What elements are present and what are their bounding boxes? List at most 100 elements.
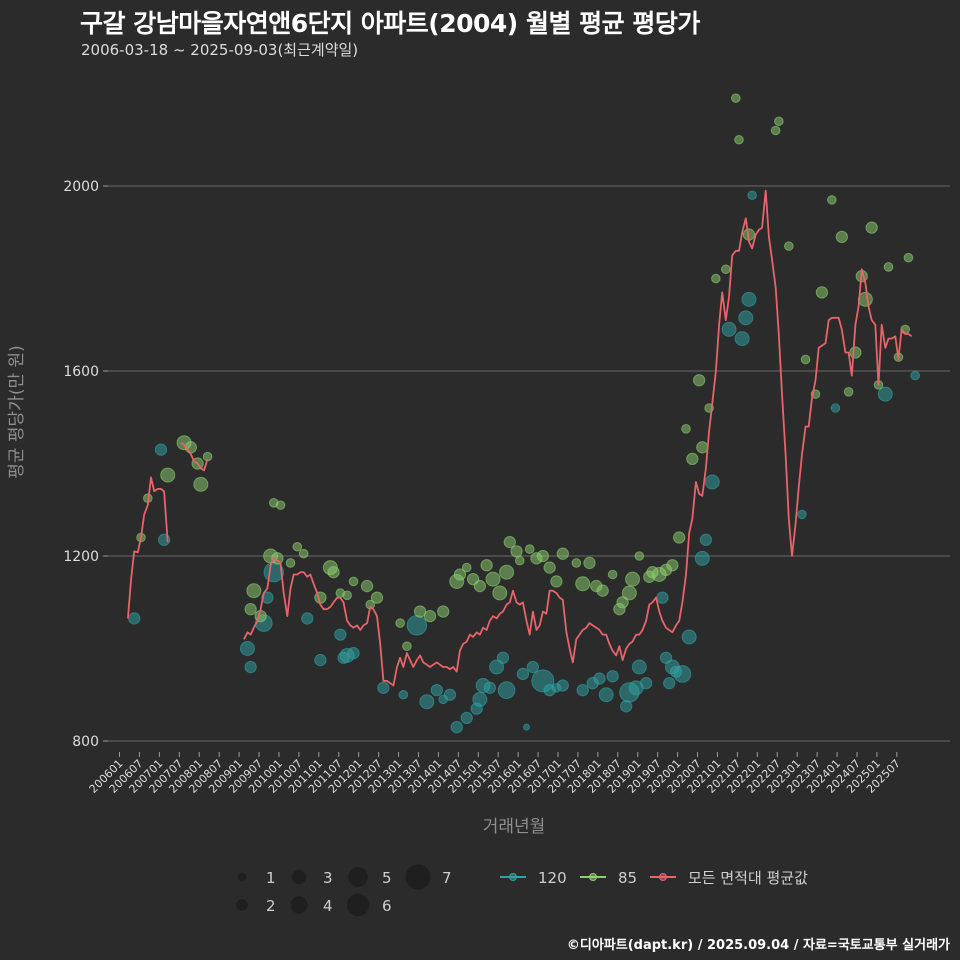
series-85-point [503, 535, 516, 549]
series-120-point [663, 677, 676, 690]
color-legend-label: 모든 면적대 평균값 [688, 869, 808, 887]
series-120-point [239, 641, 255, 656]
series-85-point [571, 558, 582, 568]
series-85-point [849, 346, 862, 359]
series-85-point [634, 551, 645, 561]
series-120-point [460, 711, 473, 725]
footer-credit: ©디아파트(dapt.kr) / 2025.09.04 / 자료=국토교통부 실… [566, 938, 950, 953]
series-85-point [625, 571, 641, 587]
size-legend-circle [290, 896, 308, 914]
series-120-point [673, 665, 692, 683]
series-85-point [423, 609, 437, 623]
y-tick-label: 800 [72, 734, 99, 750]
series-120-point [747, 190, 757, 201]
series-120-point [598, 687, 614, 703]
y-axis-label: 평균 평당가(만 원) [7, 345, 27, 479]
series-120-point [496, 651, 510, 664]
series-120-point [443, 688, 457, 701]
size-legend-circle [405, 864, 431, 890]
series-85-point [453, 568, 467, 581]
series-85-point [696, 441, 709, 454]
series-85-point [827, 195, 837, 205]
color-legend: 120 85 모든 면적대 평균값 [500, 869, 808, 887]
series-120-point [516, 667, 530, 681]
series-120-point [830, 403, 841, 413]
series-120-point [347, 646, 360, 660]
series-85-point [721, 264, 731, 275]
color-legend-label: 120 [538, 869, 567, 887]
series-85-point [437, 605, 450, 618]
series-120-point [741, 291, 757, 307]
series-120-point [406, 615, 428, 636]
series-120-point [606, 670, 619, 683]
y-tick-label: 1200 [63, 549, 99, 565]
color-legend-marker [659, 873, 667, 881]
series-120-point [694, 550, 710, 566]
series-85-point [473, 579, 487, 593]
series-120-point [450, 720, 463, 734]
series-120-point [576, 683, 589, 697]
series-120-point [877, 386, 893, 402]
series-85-point [666, 559, 679, 572]
series-85-point [246, 583, 262, 599]
average-line-segment [127, 476, 169, 619]
average-line-segment [180, 441, 209, 472]
series-85-point [673, 531, 686, 544]
series-85-point [711, 273, 721, 284]
series-120-point [593, 672, 606, 685]
series-85-point [903, 252, 914, 263]
size-legend-label: 2 [266, 897, 276, 915]
series-85-point [730, 93, 741, 103]
y-tick-label: 1600 [63, 364, 99, 380]
series-120-point [639, 677, 653, 690]
series-85-point [524, 544, 535, 554]
series-85-point [835, 230, 848, 244]
series-120-point [489, 659, 505, 675]
chart-title: 구갈 강남마을자연앤6단지 아파트(2004) 월별 평균 평당가 [80, 9, 700, 38]
size-legend-label: 3 [323, 869, 333, 887]
series-85-point [514, 555, 525, 566]
series-120-point [244, 660, 257, 674]
series-120-point [738, 310, 754, 326]
size-legend-circle [291, 869, 307, 885]
series-120-point [472, 691, 488, 707]
series-120-point [419, 694, 435, 710]
series-85-point [865, 221, 878, 234]
y-tick-label: 2000 [63, 179, 99, 195]
y-axis-ticks: 800 1200 1600 2000 [63, 179, 108, 750]
size-legend-circle [348, 867, 368, 887]
series-85-point [815, 286, 829, 299]
series-85-point [285, 558, 296, 568]
series-85-point [583, 556, 596, 570]
average-line [127, 189, 913, 687]
series-85-point [770, 125, 781, 136]
series-120-point [430, 683, 443, 697]
series-85-point [774, 116, 784, 127]
series-85-point [275, 500, 286, 510]
series-85-point [485, 571, 501, 587]
series-120-point [523, 723, 530, 731]
series-85-point [160, 467, 176, 483]
series-85-point [402, 641, 412, 651]
series-85-point [575, 576, 591, 592]
chart-subtitle: 2006-03-18 ~ 2025-09-03(최근계약일) [81, 41, 359, 59]
color-legend-label: 85 [618, 869, 637, 887]
series-85-point [413, 605, 427, 618]
series-85-point [686, 452, 699, 466]
size-legend-label: 6 [382, 897, 392, 915]
size-legend: 1 3 5 7 2 4 6 [236, 864, 452, 917]
color-legend-marker [509, 873, 517, 881]
size-legend-circle [236, 899, 248, 911]
series-85-point [734, 134, 744, 145]
series-85-point [616, 596, 629, 609]
series-120-point [734, 331, 750, 347]
series-120-point [398, 689, 409, 700]
series-85-point [480, 559, 493, 572]
series-120-point [314, 653, 327, 667]
series-85-point [800, 354, 811, 365]
series-85-point [536, 549, 550, 563]
series-85-point [883, 262, 894, 272]
series-120-point [526, 660, 540, 674]
series-120-point [910, 370, 920, 381]
size-legend-label: 7 [442, 869, 452, 887]
